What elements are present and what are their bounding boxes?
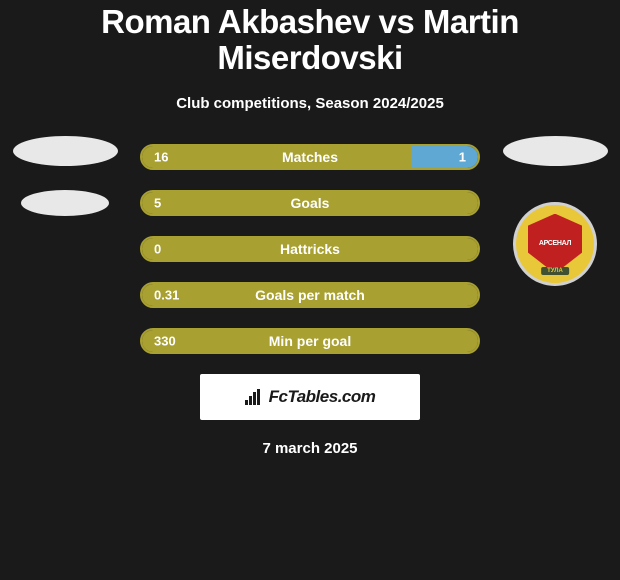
stat-row: 0.31 Goals per match — [140, 282, 480, 308]
stat-row: 0 Hattricks — [140, 236, 480, 262]
crest-text: АРСЕНАЛ — [539, 240, 571, 247]
stat-value-left: 0 — [154, 241, 161, 256]
comparison-card: Roman Akbashev vs Martin Miserdovski Clu… — [0, 0, 620, 457]
club-badge-placeholder — [503, 136, 608, 166]
stat-value-left: 330 — [154, 333, 176, 348]
stat-label: Goals per match — [255, 287, 365, 303]
date-label: 7 march 2025 — [0, 440, 620, 457]
page-title: Roman Akbashev vs Martin Miserdovski — [0, 4, 620, 77]
brand-text: FcTables.com — [269, 387, 376, 407]
stat-label: Matches — [282, 149, 338, 165]
stat-fill-right — [411, 146, 478, 168]
club-crest: АРСЕНАЛ ТУЛА — [513, 202, 597, 286]
bar-chart-icon — [245, 389, 265, 405]
stat-bars: 16 1 Matches 5 Goals 0 Hattricks 0.31 Goals per … — [140, 144, 480, 354]
stat-value-left: 16 — [154, 149, 168, 164]
stat-label: Goals — [291, 195, 330, 211]
subtitle: Club competitions, Season 2024/2025 — [0, 95, 620, 112]
right-player-badges: АРСЕНАЛ ТУЛА — [490, 136, 620, 286]
stat-row: 5 Goals — [140, 190, 480, 216]
stats-zone: АРСЕНАЛ ТУЛА 161Matches5Goals0Hattricks0… — [0, 144, 620, 354]
crest-ribbon: ТУЛА — [541, 267, 569, 275]
stat-value-left: 5 — [154, 195, 161, 210]
club-badge-placeholder — [21, 190, 109, 216]
stat-row: 330 Min per goal — [140, 328, 480, 354]
brand-box[interactable]: FcTables.com — [200, 374, 420, 420]
crest-shield-icon: АРСЕНАЛ — [525, 214, 585, 274]
stat-fill-left — [142, 146, 411, 168]
stat-label: Min per goal — [269, 333, 351, 349]
left-player-badges — [0, 136, 130, 216]
stat-row: 16 1 Matches — [140, 144, 480, 170]
stat-value-right: 1 — [459, 149, 466, 164]
club-badge-placeholder — [13, 136, 118, 166]
stat-value-left: 0.31 — [154, 287, 179, 302]
stat-label: Hattricks — [280, 241, 340, 257]
